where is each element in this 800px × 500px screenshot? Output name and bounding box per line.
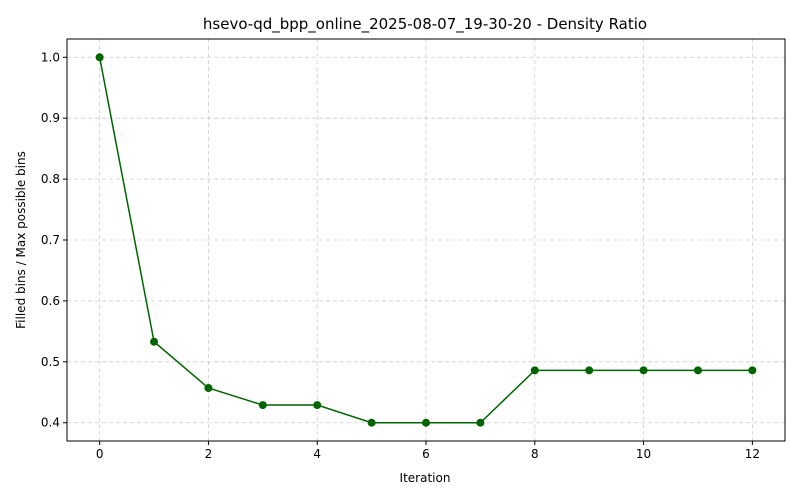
plot-frame [66, 38, 786, 442]
data-point-6 [422, 418, 430, 427]
x-tick-label: 0 [96, 447, 104, 461]
x-tick-label: 2 [205, 447, 213, 461]
data-point-8 [530, 366, 539, 375]
x-axis-ticks: 0 2 4 6 8 10 12 [96, 441, 760, 461]
data-points [95, 53, 757, 427]
data-point-0 [95, 53, 104, 62]
x-tick-label: 12 [745, 447, 760, 461]
y-tick-label: 0.8 [41, 172, 60, 186]
chart-title: hsevo-qd_bpp_online_2025-08-07_19-30-20 … [203, 15, 647, 34]
data-point-5 [367, 418, 376, 427]
y-axis-label: Filled bins / Max possible bins [14, 151, 28, 329]
x-tick-label: 8 [531, 447, 539, 461]
y-tick-label: 0.6 [41, 294, 60, 308]
data-point-7 [476, 418, 485, 427]
data-point-11 [693, 366, 702, 375]
y-tick-label: 0.5 [41, 355, 60, 369]
data-point-1 [150, 337, 159, 346]
data-point-12 [748, 366, 757, 375]
data-point-3 [258, 401, 267, 410]
x-axis-label: Iteration [400, 471, 451, 485]
y-axis-ticks: 0.4 0.5 0.6 0.7 0.8 0.9 1.0 [41, 50, 67, 430]
x-tick-label: 4 [313, 447, 321, 461]
x-tick-label: 10 [636, 447, 651, 461]
x-tick-label: 6 [422, 447, 430, 461]
data-point-4 [313, 401, 322, 410]
y-tick-label: 0.9 [41, 111, 60, 125]
grid [67, 39, 785, 441]
data-point-10 [639, 366, 648, 375]
y-tick-label: 1.0 [41, 50, 60, 64]
data-point-9 [585, 366, 594, 375]
y-tick-label: 0.7 [41, 233, 60, 247]
y-tick-label: 0.4 [41, 416, 60, 430]
data-point-2 [204, 384, 213, 393]
